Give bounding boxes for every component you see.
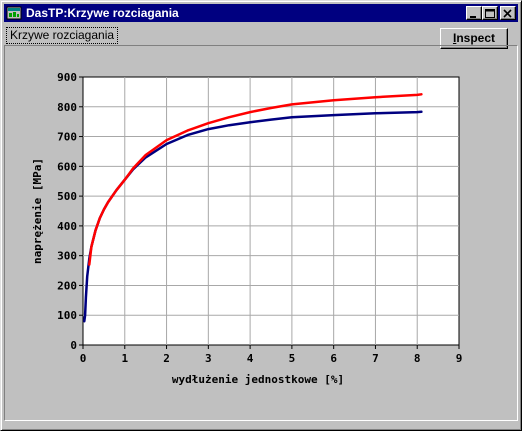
y-tick-label: 500	[57, 190, 77, 203]
maximize-button[interactable]	[482, 6, 498, 20]
x-axis-label: wydłużenie jednostkowe [%]	[172, 373, 344, 386]
chart-panel	[4, 45, 518, 421]
grid	[83, 77, 459, 345]
y-tick-label: 900	[57, 71, 77, 84]
minimize-icon	[470, 16, 476, 18]
x-tick-label: 1	[121, 352, 128, 365]
y-tick-label: 200	[57, 279, 77, 292]
y-axis-label: naprężenie [MPa]	[31, 158, 44, 264]
x-tick-label: 6	[330, 352, 337, 365]
x-tick-label: 2	[163, 352, 170, 365]
y-tick-label: 700	[57, 131, 77, 144]
y-tick-label: 400	[57, 220, 77, 233]
x-tick-label: 7	[372, 352, 379, 365]
tab-krzywe-rozciagania[interactable]: Krzywe rozciagania	[6, 27, 119, 44]
title-bar[interactable]: DasTP:Krzywe rozciagania	[4, 4, 518, 22]
close-button[interactable]	[500, 6, 516, 20]
axis-ticks: 0 1 2 3 4 5 6 7 8 9 0 100 200 300 400 500 600 700 800 900	[57, 71, 462, 365]
x-tick-label: 8	[414, 352, 421, 365]
minimize-button[interactable]	[466, 6, 482, 20]
x-tick-label: 3	[205, 352, 212, 365]
y-tick-label: 100	[57, 309, 77, 322]
plot-area	[82, 76, 460, 346]
x-tick-label: 4	[247, 352, 254, 365]
close-icon	[503, 9, 512, 18]
maximize-icon	[485, 9, 495, 18]
inspect-label: nspect	[456, 31, 496, 45]
y-tick-label: 0	[70, 339, 77, 352]
x-tick-label: 9	[456, 352, 463, 365]
x-tick-label: 0	[80, 352, 87, 365]
inspect-button[interactable]: Inspect	[440, 28, 508, 49]
app-chart-icon	[6, 6, 22, 20]
y-tick-label: 300	[57, 250, 77, 263]
inspect-accelerator: I	[452, 31, 457, 45]
series-line-2	[88, 93, 423, 266]
x-tick-label: 5	[289, 352, 296, 365]
y-tick-label: 600	[57, 160, 77, 173]
series-group	[83, 93, 423, 323]
y-tick-label: 800	[57, 101, 77, 114]
window-title: DasTP:Krzywe rozciagania	[26, 6, 179, 20]
